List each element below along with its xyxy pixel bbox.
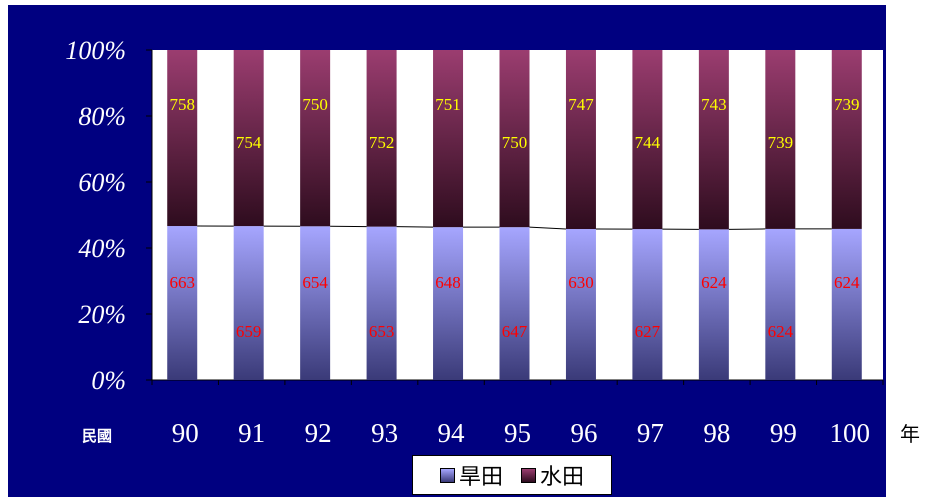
data-label-dry-field: 659 xyxy=(236,322,262,341)
bar-dry-field xyxy=(698,229,729,380)
legend-label-dry-field: 旱田 xyxy=(458,465,503,490)
data-label-paddy-field: 744 xyxy=(635,133,661,152)
x-tick-label: 98 xyxy=(703,418,730,448)
bar-dry-field xyxy=(765,228,796,380)
x-tick-label: 94 xyxy=(438,418,466,448)
data-label-dry-field: 624 xyxy=(834,273,860,292)
x-tick-label: 95 xyxy=(504,418,531,448)
data-label-dry-field: 663 xyxy=(169,273,195,292)
data-label-paddy-field: 754 xyxy=(236,133,262,152)
bar-dry-field xyxy=(565,229,596,380)
bar-paddy-field xyxy=(233,50,264,227)
x-tick-label: 100 xyxy=(830,418,871,448)
legend-swatch-paddy-field xyxy=(521,467,536,483)
legend-swatch-dry-field xyxy=(439,467,455,483)
legend-item-dry-field: 旱田 xyxy=(439,459,503,491)
data-label-paddy-field: 751 xyxy=(435,95,461,114)
x-tick-label: 97 xyxy=(637,418,664,448)
legend: 旱田 水田 xyxy=(412,455,612,495)
y-tick-label: 0% xyxy=(91,366,126,395)
bar-dry-field xyxy=(167,226,198,380)
y-tick-label: 100% xyxy=(65,36,126,65)
data-label-paddy-field: 758 xyxy=(169,95,195,114)
bar-paddy-field xyxy=(698,50,729,230)
bar-dry-field xyxy=(300,226,331,380)
data-label-dry-field: 653 xyxy=(369,322,395,341)
x-tick-label: 90 xyxy=(172,418,199,448)
x-axis-prefix: 民國 xyxy=(82,427,113,445)
data-label-dry-field: 630 xyxy=(568,273,594,292)
data-label-paddy-field: 750 xyxy=(502,133,528,152)
data-label-paddy-field: 747 xyxy=(568,95,594,114)
bar-paddy-field xyxy=(565,50,596,230)
data-label-dry-field: 624 xyxy=(768,322,794,341)
bar-paddy-field xyxy=(366,50,397,227)
bar-paddy-field xyxy=(300,50,331,227)
data-label-paddy-field: 750 xyxy=(302,95,328,114)
bar-paddy-field xyxy=(632,50,663,230)
bar-dry-field xyxy=(499,227,530,380)
data-label-dry-field: 624 xyxy=(701,273,727,292)
bar-paddy-field xyxy=(765,50,796,229)
bar-paddy-field xyxy=(499,50,530,228)
bar-paddy-field xyxy=(167,50,198,227)
data-label-dry-field: 647 xyxy=(502,322,528,341)
bar-dry-field xyxy=(233,226,264,380)
bar-dry-field xyxy=(831,228,862,380)
series-line xyxy=(396,226,434,228)
legend-label-paddy-field: 水田 xyxy=(540,465,585,490)
data-label-paddy-field: 743 xyxy=(701,95,727,114)
data-label-dry-field: 627 xyxy=(635,322,661,341)
bar-dry-field xyxy=(433,227,464,380)
bar-paddy-field xyxy=(433,50,464,228)
x-axis-unit: 年 xyxy=(900,422,920,446)
bar-paddy-field xyxy=(831,50,862,229)
x-tick-label: 91 xyxy=(238,418,265,448)
data-label-paddy-field: 752 xyxy=(369,133,395,152)
data-label-dry-field: 654 xyxy=(302,273,328,292)
data-label-paddy-field: 739 xyxy=(834,95,860,114)
y-tick-label: 60% xyxy=(78,168,126,197)
bar-dry-field xyxy=(366,226,397,380)
x-tick-label: 93 xyxy=(371,418,398,448)
legend-item-paddy-field: 水田 xyxy=(521,459,584,491)
x-tick-label: 92 xyxy=(305,418,332,448)
x-tick-label: 96 xyxy=(570,418,597,448)
data-label-paddy-field: 739 xyxy=(768,133,794,152)
y-tick-label: 80% xyxy=(78,102,126,131)
y-tick-label: 20% xyxy=(78,300,126,329)
bar-dry-field xyxy=(632,229,663,380)
y-tick-label: 40% xyxy=(78,234,126,263)
x-tick-label: 99 xyxy=(770,418,797,448)
series-line xyxy=(529,226,566,230)
data-label-dry-field: 648 xyxy=(435,273,461,292)
